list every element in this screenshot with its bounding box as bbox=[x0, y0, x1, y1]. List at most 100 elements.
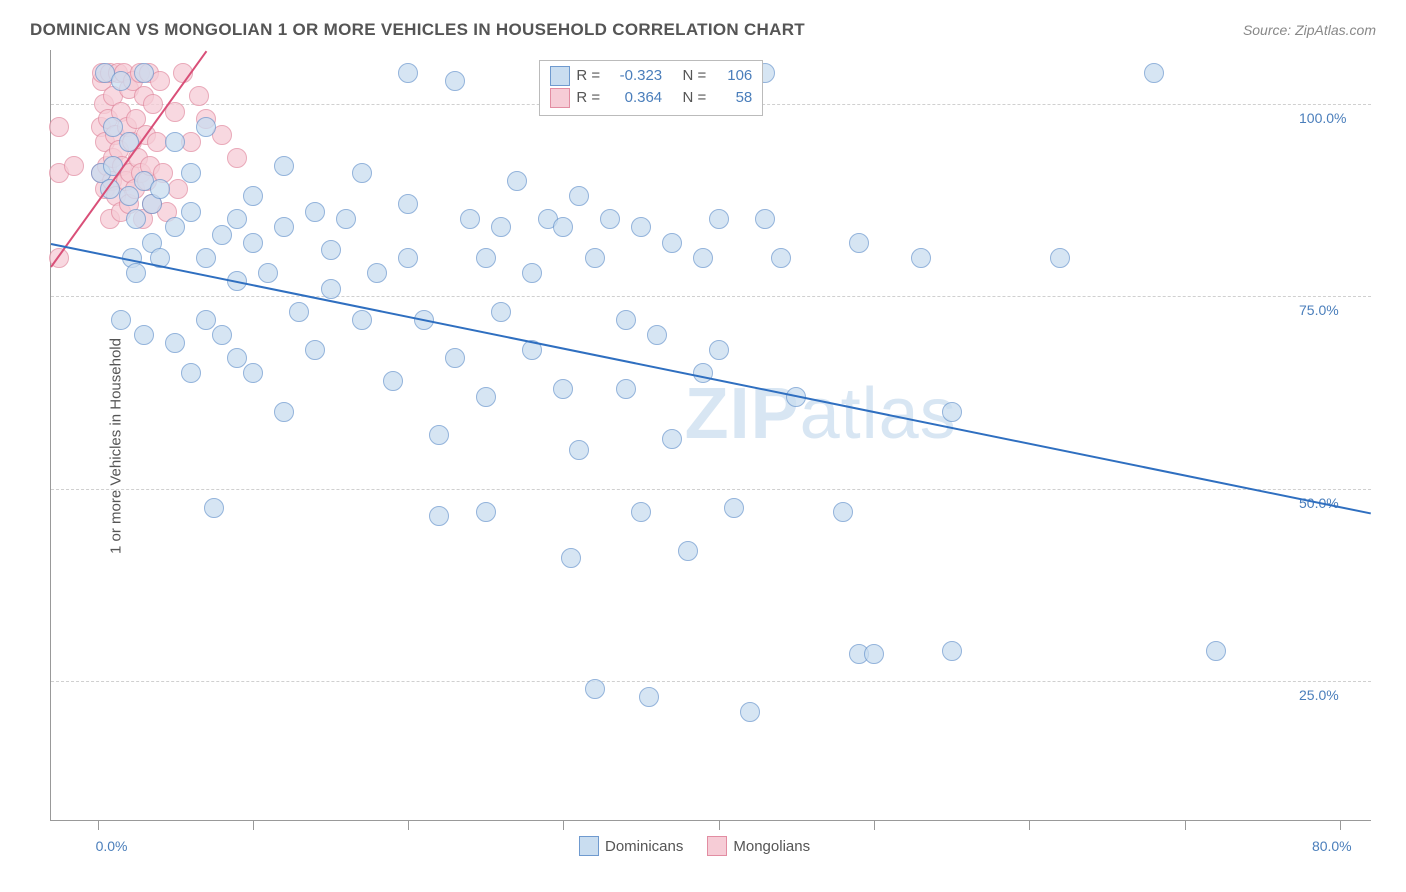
data-point bbox=[616, 310, 636, 330]
data-point bbox=[693, 363, 713, 383]
data-point bbox=[476, 248, 496, 268]
data-point bbox=[647, 325, 667, 345]
data-point bbox=[476, 387, 496, 407]
series-swatch bbox=[579, 836, 599, 856]
data-point bbox=[181, 202, 201, 222]
stats-row: R = -0.323 N =106 bbox=[550, 65, 752, 87]
data-point bbox=[274, 217, 294, 237]
watermark: ZIPatlas bbox=[685, 373, 957, 455]
data-point bbox=[398, 194, 418, 214]
stat-n-value: 106 bbox=[712, 65, 752, 87]
data-point bbox=[724, 498, 744, 518]
data-point bbox=[569, 186, 589, 206]
data-point bbox=[165, 132, 185, 152]
data-point bbox=[147, 132, 167, 152]
data-point bbox=[165, 217, 185, 237]
data-point bbox=[1144, 63, 1164, 83]
data-point bbox=[398, 248, 418, 268]
data-point bbox=[321, 279, 341, 299]
stat-r-label: R = bbox=[576, 65, 600, 87]
gridline bbox=[51, 681, 1371, 682]
data-point bbox=[639, 687, 659, 707]
x-tick bbox=[408, 820, 409, 830]
x-tick bbox=[1340, 820, 1341, 830]
y-tick-label: 25.0% bbox=[1299, 687, 1339, 703]
data-point bbox=[864, 644, 884, 664]
series-swatch bbox=[550, 88, 570, 108]
stat-n-label: N = bbox=[683, 65, 707, 87]
data-point bbox=[243, 186, 263, 206]
data-point bbox=[849, 233, 869, 253]
source-label: Source: ZipAtlas.com bbox=[1243, 22, 1376, 38]
legend-item: Dominicans bbox=[579, 836, 683, 856]
data-point bbox=[189, 86, 209, 106]
data-point bbox=[150, 179, 170, 199]
data-point bbox=[616, 379, 636, 399]
data-point bbox=[204, 498, 224, 518]
data-point bbox=[321, 240, 341, 260]
data-point bbox=[305, 202, 325, 222]
data-point bbox=[227, 148, 247, 168]
data-point bbox=[491, 302, 511, 322]
data-point bbox=[367, 263, 387, 283]
data-point bbox=[336, 209, 356, 229]
data-point bbox=[227, 348, 247, 368]
legend-label: Mongolians bbox=[733, 838, 810, 855]
x-tick-label: 80.0% bbox=[1312, 838, 1352, 854]
data-point bbox=[212, 225, 232, 245]
x-tick bbox=[1029, 820, 1030, 830]
x-tick bbox=[1185, 820, 1186, 830]
gridline bbox=[51, 296, 1371, 297]
data-point bbox=[352, 163, 372, 183]
stat-n-value: 58 bbox=[712, 87, 752, 109]
data-point bbox=[507, 171, 527, 191]
data-point bbox=[561, 548, 581, 568]
data-point bbox=[64, 156, 84, 176]
data-point bbox=[196, 117, 216, 137]
data-point bbox=[522, 263, 542, 283]
x-tick bbox=[253, 820, 254, 830]
data-point bbox=[111, 71, 131, 91]
data-point bbox=[429, 506, 449, 526]
data-point bbox=[585, 679, 605, 699]
data-point bbox=[709, 340, 729, 360]
data-point bbox=[693, 248, 713, 268]
data-point bbox=[460, 209, 480, 229]
data-point bbox=[103, 117, 123, 137]
data-point bbox=[49, 117, 69, 137]
data-point bbox=[1050, 248, 1070, 268]
data-point bbox=[274, 402, 294, 422]
data-point bbox=[1206, 641, 1226, 661]
data-point bbox=[181, 363, 201, 383]
data-point bbox=[305, 340, 325, 360]
data-point bbox=[289, 302, 309, 322]
data-point bbox=[352, 310, 372, 330]
data-point bbox=[631, 217, 651, 237]
stat-r-label: R = bbox=[576, 87, 600, 109]
data-point bbox=[942, 641, 962, 661]
data-point bbox=[274, 156, 294, 176]
data-point bbox=[662, 233, 682, 253]
series-swatch bbox=[707, 836, 727, 856]
data-point bbox=[942, 402, 962, 422]
stat-r-value: -0.323 bbox=[606, 65, 662, 87]
x-tick-label: 0.0% bbox=[96, 838, 128, 854]
x-tick bbox=[719, 820, 720, 830]
data-point bbox=[383, 371, 403, 391]
chart-title: DOMINICAN VS MONGOLIAN 1 OR MORE VEHICLE… bbox=[30, 20, 805, 40]
data-point bbox=[165, 333, 185, 353]
data-point bbox=[181, 163, 201, 183]
stats-row: R =0.364 N =58 bbox=[550, 87, 752, 109]
data-point bbox=[429, 425, 449, 445]
data-point bbox=[740, 702, 760, 722]
data-point bbox=[833, 502, 853, 522]
data-point bbox=[585, 248, 605, 268]
data-point bbox=[678, 541, 698, 561]
data-point bbox=[445, 348, 465, 368]
data-point bbox=[111, 310, 131, 330]
data-point bbox=[476, 502, 496, 522]
data-point bbox=[398, 63, 418, 83]
legend-label: Dominicans bbox=[605, 838, 683, 855]
bottom-legend: Dominicans Mongolians bbox=[579, 836, 810, 856]
data-point bbox=[196, 310, 216, 330]
